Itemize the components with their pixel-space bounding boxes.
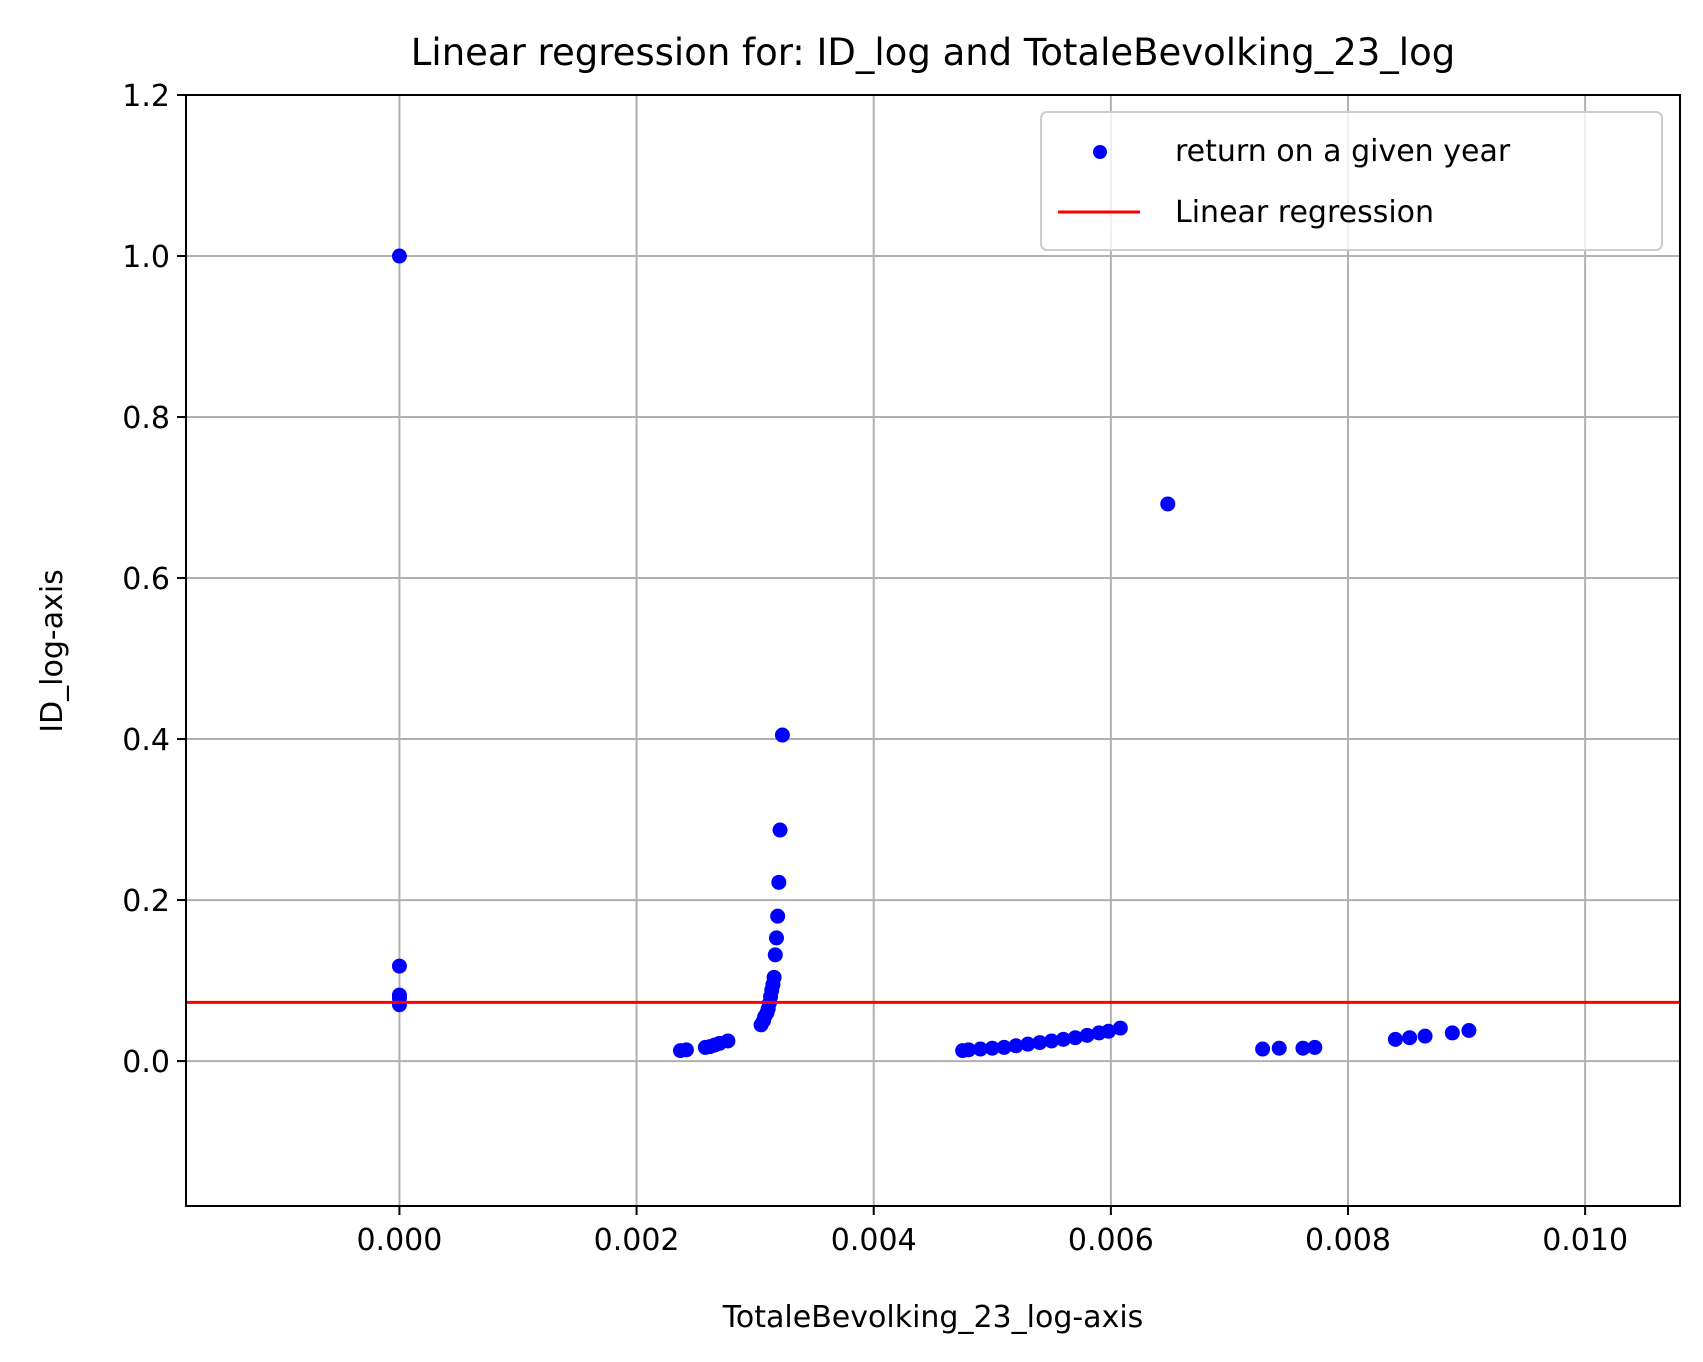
tick-layer: 0.000 0.002 0.004 0.006 0.008 0.010 0.0 0.2 0.4 0… xyxy=(122,79,1628,1258)
plot-frame xyxy=(185,94,1681,1207)
data-point xyxy=(720,1033,736,1049)
data-point xyxy=(972,1041,988,1057)
data-point xyxy=(1067,1030,1083,1046)
data-point xyxy=(1461,1022,1477,1038)
data-point xyxy=(1402,1030,1418,1046)
x-tick-label: 0.004 xyxy=(831,1223,917,1258)
data-point xyxy=(774,727,790,743)
data-point xyxy=(1417,1028,1433,1044)
data-point xyxy=(1307,1039,1323,1055)
data-point xyxy=(1387,1031,1403,1047)
data-point xyxy=(1020,1036,1036,1052)
data-point xyxy=(1055,1031,1071,1047)
data-point xyxy=(771,874,787,890)
x-tick-label: 0.006 xyxy=(1068,1223,1154,1258)
x-tick-label: 0.000 xyxy=(356,1223,442,1258)
data-point xyxy=(772,822,788,838)
data-point xyxy=(1160,496,1176,512)
data-point xyxy=(1008,1038,1024,1054)
data-point xyxy=(1255,1041,1271,1057)
data-point xyxy=(996,1039,1012,1055)
data-point xyxy=(678,1042,694,1058)
data-point xyxy=(391,958,407,974)
y-tick-label: 0.4 xyxy=(122,723,170,758)
data-point xyxy=(391,248,407,264)
data-point xyxy=(391,997,407,1013)
data-point xyxy=(1271,1040,1287,1056)
legend-marker-scatter xyxy=(1093,145,1107,159)
data-point xyxy=(1444,1025,1460,1041)
y-tick-label: 1.0 xyxy=(122,240,170,275)
data-layer xyxy=(186,248,1680,1059)
data-point xyxy=(961,1042,977,1058)
chart-title: Linear regression for: ID_log and Totale… xyxy=(411,31,1455,74)
data-point xyxy=(1295,1040,1311,1056)
grid-layer xyxy=(186,94,1680,1206)
y-tick-label: 0.6 xyxy=(122,562,170,597)
data-point xyxy=(1032,1035,1048,1051)
x-tick-label: 0.008 xyxy=(1305,1223,1391,1258)
data-point xyxy=(984,1040,1000,1056)
y-tick-label: 0.8 xyxy=(122,401,170,436)
data-point xyxy=(770,908,786,924)
legend: return on a given year Linear regression xyxy=(1040,111,1663,251)
y-tick-label: 0.2 xyxy=(122,884,170,919)
data-point xyxy=(768,930,784,946)
y-tick-label: 1.2 xyxy=(122,79,170,114)
data-point xyxy=(1079,1027,1095,1043)
x-axis-label: TotaleBevolking_23_log-axis xyxy=(722,1300,1144,1335)
y-axis-label: ID_log-axis xyxy=(35,569,70,733)
data-point xyxy=(767,947,783,963)
data-point xyxy=(1044,1033,1060,1049)
legend-label-scatter: return on a given year xyxy=(1175,134,1511,169)
data-point xyxy=(1100,1023,1116,1039)
x-tick-label: 0.010 xyxy=(1542,1223,1628,1258)
data-point xyxy=(1112,1020,1128,1036)
legend-box xyxy=(1040,111,1663,251)
x-tick-label: 0.002 xyxy=(594,1223,680,1258)
y-tick-label: 0.0 xyxy=(122,1045,170,1080)
data-point xyxy=(766,969,782,985)
legend-label-line: Linear regression xyxy=(1175,195,1434,230)
